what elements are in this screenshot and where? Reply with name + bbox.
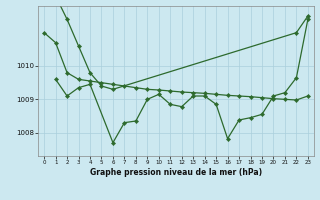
X-axis label: Graphe pression niveau de la mer (hPa): Graphe pression niveau de la mer (hPa) — [90, 168, 262, 177]
